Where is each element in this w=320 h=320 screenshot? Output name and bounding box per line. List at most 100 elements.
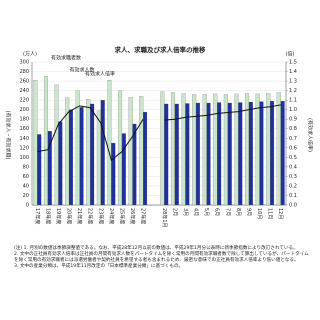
bar <box>132 123 137 206</box>
y-tick-label: 120 <box>19 145 29 151</box>
x-tick-label: 9月 <box>245 208 251 216</box>
bar <box>270 100 275 206</box>
page: {"chart_data":{"type":"bar","title":"求人、… <box>4 45 314 269</box>
y-tick-label: 180 <box>19 117 29 123</box>
x-tick-label: 2月 <box>171 208 177 216</box>
y-tick-label: 80 <box>23 164 29 170</box>
chart: 求人、求職及び求人倍率の推移 (万人) (倍) (有効求人・有効求職) (有効求… <box>5 45 314 228</box>
bar <box>90 103 95 206</box>
x-tick-label: 18年度 <box>44 208 51 224</box>
x-tick-label: 7月 <box>224 208 230 216</box>
y2-tick-label: 1.1 <box>289 98 297 104</box>
bar <box>276 92 281 206</box>
bar <box>206 102 211 206</box>
y-tick-label: 60 <box>23 174 29 180</box>
y-tick-label: 220 <box>19 98 29 104</box>
y-tick-label: 200 <box>19 107 29 113</box>
bar <box>195 102 200 206</box>
x-tick-label: 11月 <box>267 208 273 219</box>
x-tick-label: 5月 <box>203 208 209 216</box>
bar <box>170 92 175 206</box>
x-tick-label: 28年1月 <box>161 208 168 228</box>
x-tick-label: 8月 <box>235 208 241 216</box>
x-tick-label: 12月 <box>277 208 283 219</box>
y-axis-title: (有効求人・有効求職) <box>5 111 12 160</box>
x-tick-label: 10月 <box>256 208 262 219</box>
y-tick-label: 280 <box>19 69 29 75</box>
y-tick-label: 260 <box>19 79 29 85</box>
x-tick-label: 24年度 <box>108 208 115 224</box>
y2-unit: (倍) <box>286 51 295 58</box>
y2-tick-label: 0.8 <box>289 126 297 132</box>
ratio-line <box>37 104 281 162</box>
y-tick-label: 20 <box>23 193 29 199</box>
bar <box>121 133 126 206</box>
bar <box>68 109 73 206</box>
y2-tick-label: 0.2 <box>289 183 297 189</box>
note: 3. 文中の産業分類は、平成19年11月改定の「日本標準産業分類」に基づくもの。 <box>14 264 184 269</box>
x-tick-label: 6月 <box>214 208 220 216</box>
y2-tick-label: 0.9 <box>289 117 297 123</box>
y2-tick-label: 1.5 <box>289 60 297 66</box>
y2-tick-label: 0.1 <box>289 193 297 199</box>
bar <box>255 93 260 206</box>
bar <box>54 84 59 206</box>
bar <box>164 103 169 206</box>
x-tick-label: 23年度 <box>97 208 104 224</box>
y2-tick-label: 0.4 <box>289 164 297 170</box>
bar <box>202 94 207 206</box>
y-tick-label: 140 <box>19 136 29 142</box>
y2-tick-label: 0.5 <box>289 155 297 161</box>
y-tick-label: 160 <box>19 126 29 132</box>
bar <box>37 134 42 206</box>
bar <box>174 103 179 206</box>
y-tick-label: 0 <box>26 203 29 209</box>
x-tick-label: 20年度 <box>66 208 73 224</box>
bar <box>192 94 197 206</box>
bar <box>139 96 144 206</box>
x-tick-label: 26年度 <box>129 208 136 224</box>
bar <box>86 99 91 206</box>
notes: (注) 1. 月別の数値は季節調整値である。なお、平成28年12月以前の数値は、… <box>14 246 310 270</box>
x-tick-label: 21年度 <box>76 208 83 224</box>
x-tick-label: 3月 <box>182 208 188 216</box>
y2-tick-label: 0.7 <box>289 136 297 142</box>
y2-axis-title: (有効求人倍率) <box>307 118 314 152</box>
x-tick-label: 4月 <box>193 208 199 216</box>
bar <box>259 101 264 206</box>
bar <box>223 94 228 206</box>
bar <box>143 111 148 206</box>
bar <box>96 110 101 206</box>
bar <box>128 97 133 206</box>
x-tick-label: 25年度 <box>118 208 125 224</box>
bar <box>79 107 84 206</box>
bar <box>266 93 271 206</box>
note: (注) 1. 月別の数値は季節調整値である。なお、平成28年12月以前の数値は、… <box>14 246 298 251</box>
bar <box>58 121 63 206</box>
bar <box>47 131 52 206</box>
bar <box>100 100 105 206</box>
y-tick-label: 100 <box>19 155 29 161</box>
y-tick-label: 40 <box>23 183 29 189</box>
x-tick-label: 22年度 <box>87 208 94 224</box>
bar <box>118 90 123 206</box>
y-tick-label: 300 <box>19 60 29 66</box>
bar <box>234 93 239 206</box>
y2-tick-label: 1.3 <box>289 79 297 85</box>
y-unit: (万人) <box>23 52 37 58</box>
bar <box>238 102 243 206</box>
legend-label: 有効求人倍率 <box>85 71 115 78</box>
bar <box>227 102 232 206</box>
x-tick-label: 27年度 <box>140 208 147 224</box>
legend-label: 有効求人数 <box>69 67 94 74</box>
bar <box>280 100 285 206</box>
bar <box>213 93 218 206</box>
y2-tick-label: 1.0 <box>289 107 297 113</box>
x-tick-label: 19年度 <box>55 208 62 224</box>
chart-title: 求人、求職及び求人倍率の推移 <box>115 45 207 54</box>
y-tick-label: 240 <box>19 88 29 94</box>
bar <box>181 93 186 206</box>
bar <box>33 80 38 206</box>
y2-tick-label: 1.2 <box>289 88 297 94</box>
y2-tick-label: 1.4 <box>289 69 297 75</box>
